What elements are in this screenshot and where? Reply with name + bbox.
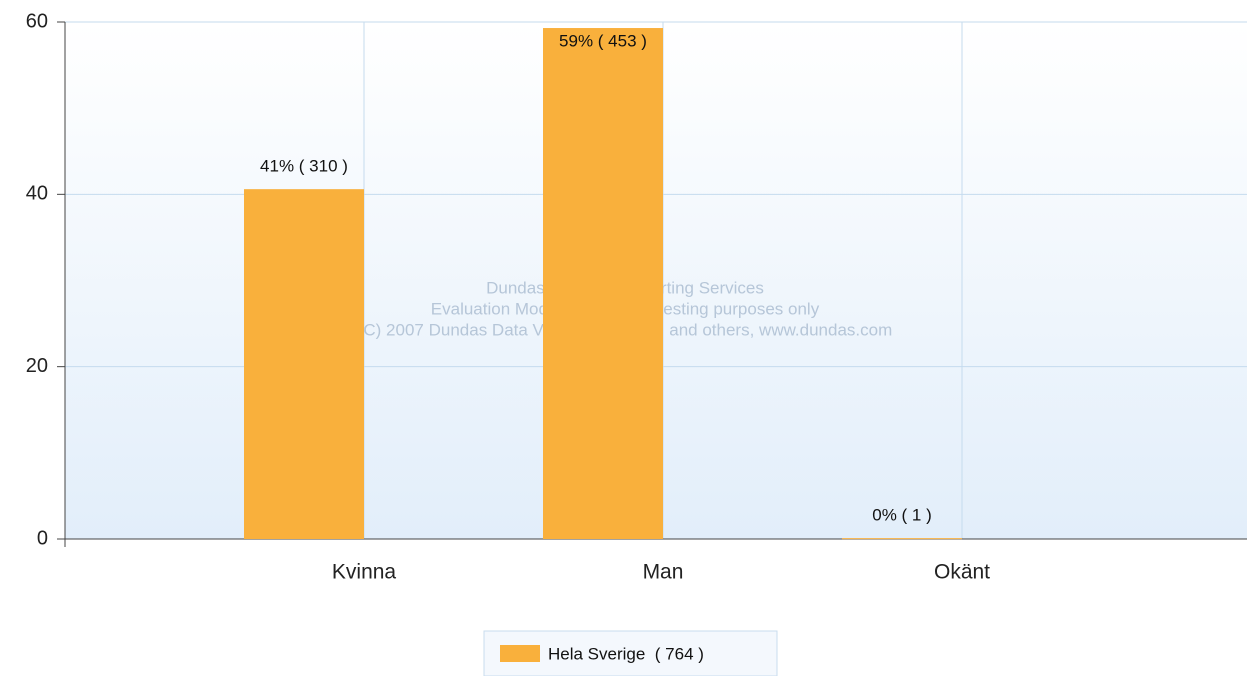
bar (842, 538, 962, 540)
legend-label: Hela Sverige ( 764 ) (548, 644, 704, 663)
data-label: 0% ( 1 ) (872, 506, 932, 525)
bar (244, 189, 364, 539)
bar (543, 28, 663, 539)
data-label: 59% ( 453 ) (559, 32, 647, 51)
y-tick-label: 40 (26, 183, 48, 205)
data-label: 41% ( 310 ) (260, 157, 348, 176)
y-tick-label: 60 (26, 10, 48, 32)
x-tick-label: Okänt (934, 561, 990, 584)
x-tick-label: Man (643, 561, 684, 584)
y-tick-label: 20 (26, 355, 48, 377)
y-tick-label: 0 (37, 527, 48, 549)
x-tick-label: Kvinna (332, 561, 397, 584)
legend-swatch (500, 645, 540, 662)
